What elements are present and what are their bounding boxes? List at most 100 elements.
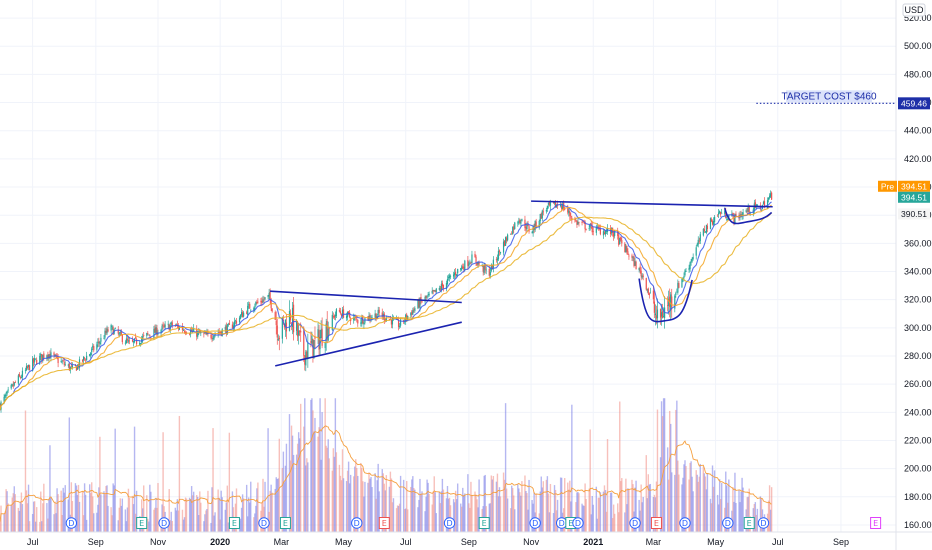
earnings-marker[interactable]: E bbox=[650, 517, 662, 529]
volume-bar bbox=[274, 488, 276, 532]
volume-bar bbox=[290, 425, 293, 532]
volume-bar bbox=[67, 499, 69, 532]
earnings-marker[interactable]: E bbox=[228, 517, 240, 529]
candle-body bbox=[517, 222, 519, 224]
dividend-circle bbox=[679, 517, 691, 529]
candle-body bbox=[171, 322, 173, 326]
candle-body bbox=[335, 309, 337, 317]
volume-bar bbox=[99, 436, 101, 532]
dividend-marker[interactable]: D bbox=[629, 517, 641, 529]
dividend-circle bbox=[529, 517, 541, 529]
candle-body bbox=[160, 329, 162, 334]
candle-body bbox=[89, 353, 91, 357]
candlestick bbox=[168, 323, 170, 331]
price-axis[interactable]: 160.00 180.00 200.00 220.00 240.00 260.00 280.… bbox=[904, 13, 932, 530]
candlestick bbox=[162, 321, 164, 330]
volume-bar bbox=[640, 484, 642, 532]
dividend-marker[interactable]: D bbox=[258, 517, 270, 529]
volume-bar bbox=[117, 520, 119, 532]
dividend-marker[interactable]: D bbox=[351, 517, 363, 529]
candle-body bbox=[728, 215, 730, 218]
candle-body bbox=[625, 246, 627, 253]
dividend-marker[interactable]: D bbox=[679, 517, 691, 529]
volume-bar bbox=[747, 496, 749, 532]
dividend-marker[interactable]: D bbox=[555, 517, 568, 529]
earnings-marker[interactable]: E bbox=[743, 517, 755, 529]
candlestick bbox=[449, 274, 452, 280]
volume-bar bbox=[41, 521, 43, 532]
candle-body bbox=[613, 233, 615, 237]
volume-bar bbox=[706, 473, 709, 532]
candlestick bbox=[697, 236, 699, 248]
volume-bar bbox=[50, 497, 52, 532]
candlestick bbox=[625, 243, 627, 253]
dividend-marker[interactable]: D bbox=[158, 517, 170, 529]
candle-body bbox=[638, 267, 640, 270]
candlestick bbox=[428, 291, 430, 297]
candlestick bbox=[628, 253, 630, 260]
dividend-marker[interactable]: D bbox=[529, 517, 541, 529]
candle-body bbox=[313, 340, 315, 359]
volume-bar bbox=[127, 488, 130, 532]
volume-bar bbox=[313, 431, 315, 532]
dividend-marker[interactable]: D bbox=[722, 517, 734, 529]
price-tag-prefix-bg bbox=[878, 180, 897, 192]
earnings-marker[interactable]: E bbox=[478, 517, 490, 529]
earnings-marker[interactable]: E bbox=[136, 517, 148, 529]
time-axis[interactable]: Jul Sep Nov 2020 Mar May Jul Sep Nov 2021 Mar May Ju… bbox=[27, 537, 849, 547]
candle-body bbox=[769, 195, 771, 198]
earnings-marker[interactable]: E bbox=[378, 517, 390, 529]
volume-bar bbox=[291, 435, 294, 532]
candlestick bbox=[117, 326, 119, 336]
dividend-marker[interactable]: D bbox=[572, 517, 584, 529]
volume-bar bbox=[356, 468, 358, 532]
candle-body bbox=[448, 275, 451, 279]
candle-body bbox=[525, 226, 527, 230]
volume-bar bbox=[454, 490, 457, 532]
candlestick bbox=[633, 253, 635, 268]
candle-body bbox=[139, 342, 141, 345]
volume-bar bbox=[597, 497, 600, 532]
candlestick bbox=[427, 291, 429, 298]
volume-bar bbox=[5, 489, 7, 532]
candle-body bbox=[4, 394, 6, 398]
candlestick bbox=[454, 269, 456, 279]
earnings-marker[interactable]: E bbox=[870, 517, 882, 529]
currency-label[interactable]: USD bbox=[902, 3, 926, 17]
candle-body bbox=[345, 315, 348, 319]
volume-bar bbox=[143, 485, 145, 532]
candle-body bbox=[103, 338, 105, 340]
volume-bar bbox=[427, 482, 429, 532]
candlestick bbox=[717, 214, 719, 217]
earnings-marker[interactable]: E bbox=[279, 517, 291, 529]
candlestick bbox=[413, 307, 415, 313]
candle-body bbox=[42, 354, 44, 360]
volume-bar bbox=[549, 483, 552, 532]
volume-bar bbox=[226, 485, 229, 532]
volume-bar bbox=[603, 485, 606, 532]
dividend-marker[interactable]: D bbox=[757, 517, 770, 529]
volume-bar bbox=[198, 515, 200, 532]
candlestick bbox=[132, 340, 135, 347]
candlestick bbox=[6, 390, 8, 396]
volume-bar bbox=[375, 498, 377, 532]
volume-bar bbox=[604, 490, 607, 532]
volume-bar bbox=[609, 492, 612, 532]
volume-bar bbox=[219, 519, 221, 532]
price-tag-bg bbox=[898, 208, 930, 220]
candlestick bbox=[5, 391, 7, 399]
volume-bar bbox=[35, 507, 38, 532]
candle-body bbox=[582, 221, 584, 223]
dividend-marker[interactable]: D bbox=[65, 517, 78, 529]
candlestick bbox=[153, 325, 155, 340]
volume-bar bbox=[214, 512, 216, 532]
volume-bar bbox=[98, 487, 100, 532]
candle-body bbox=[432, 290, 434, 292]
volume-bar bbox=[128, 497, 131, 532]
candle-body bbox=[10, 385, 12, 389]
dividend-marker[interactable]: D bbox=[443, 517, 456, 529]
volume-bar bbox=[413, 488, 415, 532]
candlestick bbox=[675, 291, 677, 298]
candle-body bbox=[268, 293, 270, 297]
